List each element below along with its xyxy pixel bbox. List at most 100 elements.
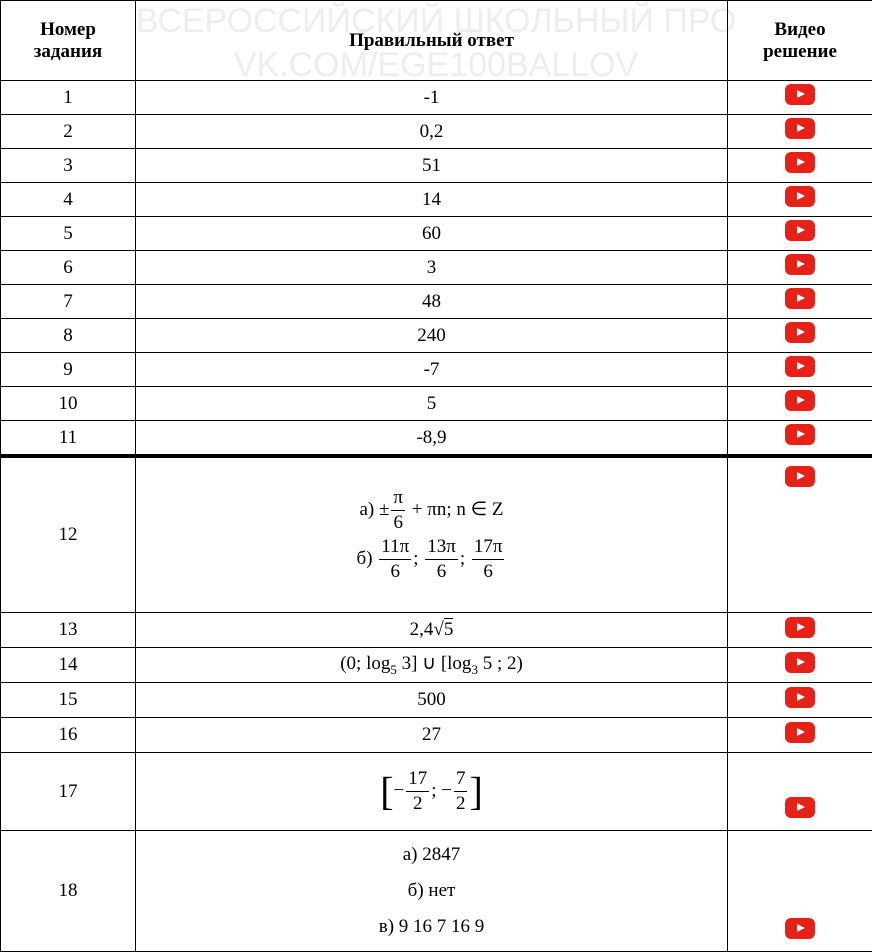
answer-text: ; xyxy=(413,548,423,569)
denominator: 2 xyxy=(454,791,468,816)
task-number: 12 xyxy=(1,456,136,613)
video-cell xyxy=(728,81,872,115)
answer-line: 0,2 xyxy=(136,121,727,143)
answer-line: -8,9 xyxy=(136,427,727,449)
table-row: 14(0; log5 3] ∪ [log3 5 ; 2) xyxy=(1,648,872,683)
video-button[interactable] xyxy=(785,220,815,241)
answer-cell: 60 xyxy=(136,217,728,251)
answer-text: 14 xyxy=(422,189,441,210)
video-cell xyxy=(728,115,872,149)
bracket: [ xyxy=(380,769,393,814)
numerator: 13π xyxy=(425,535,458,559)
video-button[interactable] xyxy=(785,687,815,708)
answer-text: 240 xyxy=(417,325,446,346)
video-button[interactable] xyxy=(785,356,815,377)
answer-cell: 0,2 xyxy=(136,115,728,149)
table-row: 5 60 xyxy=(1,217,872,251)
task-number: 5 xyxy=(1,217,136,251)
numerator: 17 xyxy=(406,767,429,791)
video-cell xyxy=(728,251,872,285)
answer-text: 3 xyxy=(427,257,437,278)
video-cell xyxy=(728,183,872,217)
video-button[interactable] xyxy=(785,797,815,818)
answer-text: -1 xyxy=(424,87,440,108)
numerator: 7 xyxy=(454,767,468,791)
video-button[interactable] xyxy=(785,617,815,638)
video-cell xyxy=(728,149,872,183)
answer-cell: 51 xyxy=(136,149,728,183)
video-button[interactable] xyxy=(785,390,815,411)
task-number: 11 xyxy=(1,421,136,457)
answer-cell: 240 xyxy=(136,319,728,353)
answer-line: 2,4√5 xyxy=(136,619,727,641)
video-button[interactable] xyxy=(785,254,815,275)
answer-text: 5 xyxy=(427,393,437,414)
answer-cell: 48 xyxy=(136,285,728,319)
video-button[interactable] xyxy=(785,652,815,673)
video-cell xyxy=(728,387,872,421)
answer-text: -7 xyxy=(424,359,440,380)
video-button[interactable] xyxy=(785,186,815,207)
video-button[interactable] xyxy=(785,466,815,487)
answer-cell: -8,9 xyxy=(136,421,728,457)
answer-text: ; − xyxy=(431,780,452,801)
header-text: решение xyxy=(728,41,872,63)
task-number: 3 xyxy=(1,149,136,183)
header-text: Видео xyxy=(728,19,872,41)
table-row: 1 -1 xyxy=(1,81,872,115)
radicand: 5 xyxy=(444,618,454,640)
table-row: 11-8,9 xyxy=(1,421,872,457)
answer-line: -1 xyxy=(136,87,727,109)
answer-line: (0; log5 3] ∪ [log3 5 ; 2) xyxy=(136,652,727,678)
answer-cell: 500 xyxy=(136,683,728,718)
video-cell xyxy=(728,456,872,613)
denominator: 2 xyxy=(406,791,429,816)
video-button[interactable] xyxy=(785,322,815,343)
video-button[interactable] xyxy=(785,152,815,173)
denominator: 6 xyxy=(472,559,505,584)
video-cell xyxy=(728,753,872,831)
answer-text: 60 xyxy=(422,223,441,244)
answer-text: 0,2 xyxy=(420,121,444,142)
video-cell xyxy=(728,648,872,683)
answer-line: 5 xyxy=(136,393,727,415)
radical-sign: √ xyxy=(433,619,443,640)
task-number: 10 xyxy=(1,387,136,421)
answer-line: 3 xyxy=(136,257,727,279)
answer-line: 500 xyxy=(136,689,727,711)
video-button[interactable] xyxy=(785,288,815,309)
answer-text: 5 ; 2) xyxy=(478,653,523,674)
video-button[interactable] xyxy=(785,118,815,139)
answer-text: а) 2847 xyxy=(403,844,461,865)
video-button[interactable] xyxy=(785,722,815,743)
answer-line: 240 xyxy=(136,325,727,347)
table-row: 10 5 xyxy=(1,387,872,421)
denominator: 6 xyxy=(379,559,411,584)
task-number: 18 xyxy=(1,831,136,952)
video-button[interactable] xyxy=(785,424,815,445)
answer-text: 2,4 xyxy=(410,619,434,640)
task-number: 1 xyxy=(1,81,136,115)
answer-cell: 27 xyxy=(136,718,728,753)
header-cell: Правильный ответ xyxy=(136,1,728,81)
answer-text: 27 xyxy=(422,724,441,745)
answer-cell: -7 xyxy=(136,353,728,387)
video-button[interactable] xyxy=(785,84,815,105)
video-button[interactable] xyxy=(785,918,815,939)
answer-text: 500 xyxy=(417,689,446,710)
task-number: 16 xyxy=(1,718,136,753)
